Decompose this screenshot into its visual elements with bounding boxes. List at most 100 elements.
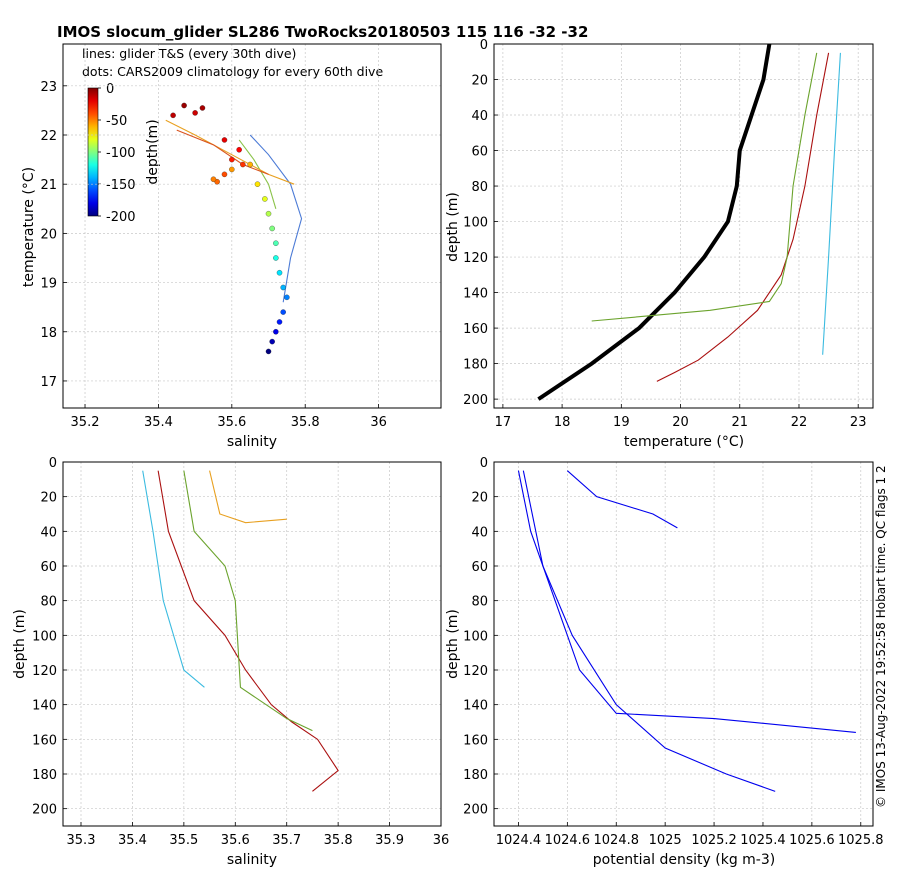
x-tick-label: 1025.6 — [789, 833, 835, 848]
series-line-dive-cyan — [142, 470, 205, 688]
colorbar-tick-label: -150 — [106, 178, 136, 193]
x-tick-label: 35.9 — [375, 833, 404, 848]
y-tick-label: 80 — [471, 595, 488, 610]
climatology-dot — [280, 309, 286, 315]
axes-frame — [493, 43, 874, 409]
y-tick-label: 160 — [32, 733, 57, 748]
ts-plot: lines: glider T&S (every 30th dive) dots… — [21, 43, 442, 450]
climatology-dot — [276, 319, 283, 325]
x-tick-label: 35.2 — [71, 415, 100, 430]
colorbar-tick-label: -100 — [106, 146, 136, 161]
series-line-dive-1 — [517, 470, 856, 733]
x-tick-label: 1024.4 — [496, 833, 542, 848]
temp-ylabel: depth (m) — [445, 192, 461, 262]
y-tick-label: 160 — [463, 322, 488, 337]
y-tick-label: 19 — [40, 277, 57, 292]
grid — [494, 461, 873, 826]
climatology-dot — [269, 225, 275, 232]
x-tick-label: 1025.8 — [838, 833, 884, 848]
y-tick-label: 140 — [463, 287, 488, 302]
ts-xlabel: salinity — [227, 434, 277, 450]
plot-area — [142, 470, 339, 792]
x-tick-label: 1024.6 — [545, 833, 591, 848]
colorbar-tick-label: -50 — [106, 114, 127, 129]
y-tick-label: 120 — [32, 664, 57, 679]
x-tick-label: 35.8 — [324, 833, 353, 848]
climatology-dot — [229, 166, 235, 173]
colorbar: depth(m) 0 -50 -100 -150 -200 — [87, 82, 161, 225]
ts-ylabel: temperature (°C) — [21, 167, 37, 287]
y-tick-label: 21 — [40, 178, 57, 193]
ts-annotation-lines: lines: glider T&S (every 30th dive) — [82, 46, 296, 61]
y-tick-label: 40 — [471, 109, 488, 124]
y-tick-label: 120 — [463, 251, 488, 266]
climatology-dot — [170, 112, 176, 119]
y-tick-label: 20 — [40, 227, 57, 242]
figure-title: IMOS slocum_glider SL286 TwoRocks2018050… — [57, 23, 588, 41]
climatology-dot — [273, 240, 279, 246]
y-tick-label: 20 — [471, 491, 488, 506]
y-tick-label: 140 — [463, 699, 488, 714]
y-tick-label: 0 — [49, 456, 57, 471]
x-tick-label: 35.6 — [221, 833, 250, 848]
temperature-depth-plot: temperature (°C) depth (m) 17 18 19 20 21 22 2… — [445, 38, 874, 450]
glider-ts-line — [238, 139, 277, 209]
climatology-dot — [265, 348, 272, 355]
y-tick-label: 180 — [463, 358, 488, 373]
y-tick-label: 17 — [40, 375, 57, 390]
colorbar-tick-label: -200 — [106, 210, 136, 225]
sal-ylabel: depth (m) — [12, 609, 28, 679]
y-tick-label: 80 — [40, 595, 57, 610]
y-tick-label: 60 — [471, 560, 488, 575]
climatology-dot — [247, 161, 253, 168]
climatology-dot — [181, 102, 187, 109]
climatology-dot — [273, 329, 279, 335]
grid — [63, 461, 442, 826]
density-xlabel: potential density (kg m-3) — [593, 852, 775, 868]
ts-annotation-dots: dots: CARS2009 climatology for every 60t… — [82, 64, 383, 79]
x-tick-label: 35.6 — [217, 415, 246, 430]
series-line-climatology — [537, 44, 772, 401]
y-tick-label: 120 — [463, 664, 488, 679]
climatology-dot — [240, 161, 246, 168]
x-tick-label: 21 — [731, 415, 748, 430]
climatology-dot — [210, 176, 217, 183]
y-tick-label: 200 — [32, 803, 57, 818]
y-tick-label: 20 — [40, 491, 57, 506]
axes-frame — [62, 43, 442, 409]
series-line-dive-red — [157, 470, 339, 792]
temp-xlabel: temperature (°C) — [624, 434, 744, 450]
glider-ts-line — [176, 129, 269, 175]
climatology-dot — [269, 338, 275, 345]
x-tick-label: 35.7 — [272, 833, 301, 848]
y-tick-label: 100 — [32, 629, 57, 644]
x-tick-label: 1025.2 — [691, 833, 737, 848]
climatology-dot — [273, 255, 279, 261]
plot-area — [165, 102, 303, 355]
y-tick-label: 200 — [463, 393, 488, 408]
x-tick-label: 19 — [613, 415, 630, 430]
series-line-dive-green — [183, 470, 313, 732]
climatology-dot — [221, 171, 228, 178]
y-tick-label: 140 — [32, 699, 57, 714]
axes-frame — [493, 461, 874, 827]
x-tick-label: 35.4 — [144, 415, 173, 430]
plot-area — [537, 44, 841, 401]
x-tick-label: 35.8 — [291, 415, 320, 430]
climatology-dot — [284, 294, 290, 301]
y-tick-label: 100 — [463, 629, 488, 644]
x-tick-label: 35.4 — [118, 833, 147, 848]
sal-xlabel: salinity — [227, 852, 277, 868]
series-line-dive-3 — [566, 470, 678, 529]
copyright-text: © IMOS 13-Aug-2022 19:52:58 Hobart time.… — [874, 465, 888, 808]
x-tick-label: 35.5 — [169, 833, 198, 848]
climatology-dot — [262, 196, 268, 202]
y-tick-label: 0 — [480, 38, 488, 53]
grid — [494, 43, 873, 408]
x-tick-label: 17 — [495, 415, 512, 430]
y-tick-label: 200 — [463, 803, 488, 818]
y-tick-label: 180 — [32, 768, 57, 783]
plot-area — [517, 470, 856, 792]
y-tick-label: 40 — [471, 525, 488, 540]
